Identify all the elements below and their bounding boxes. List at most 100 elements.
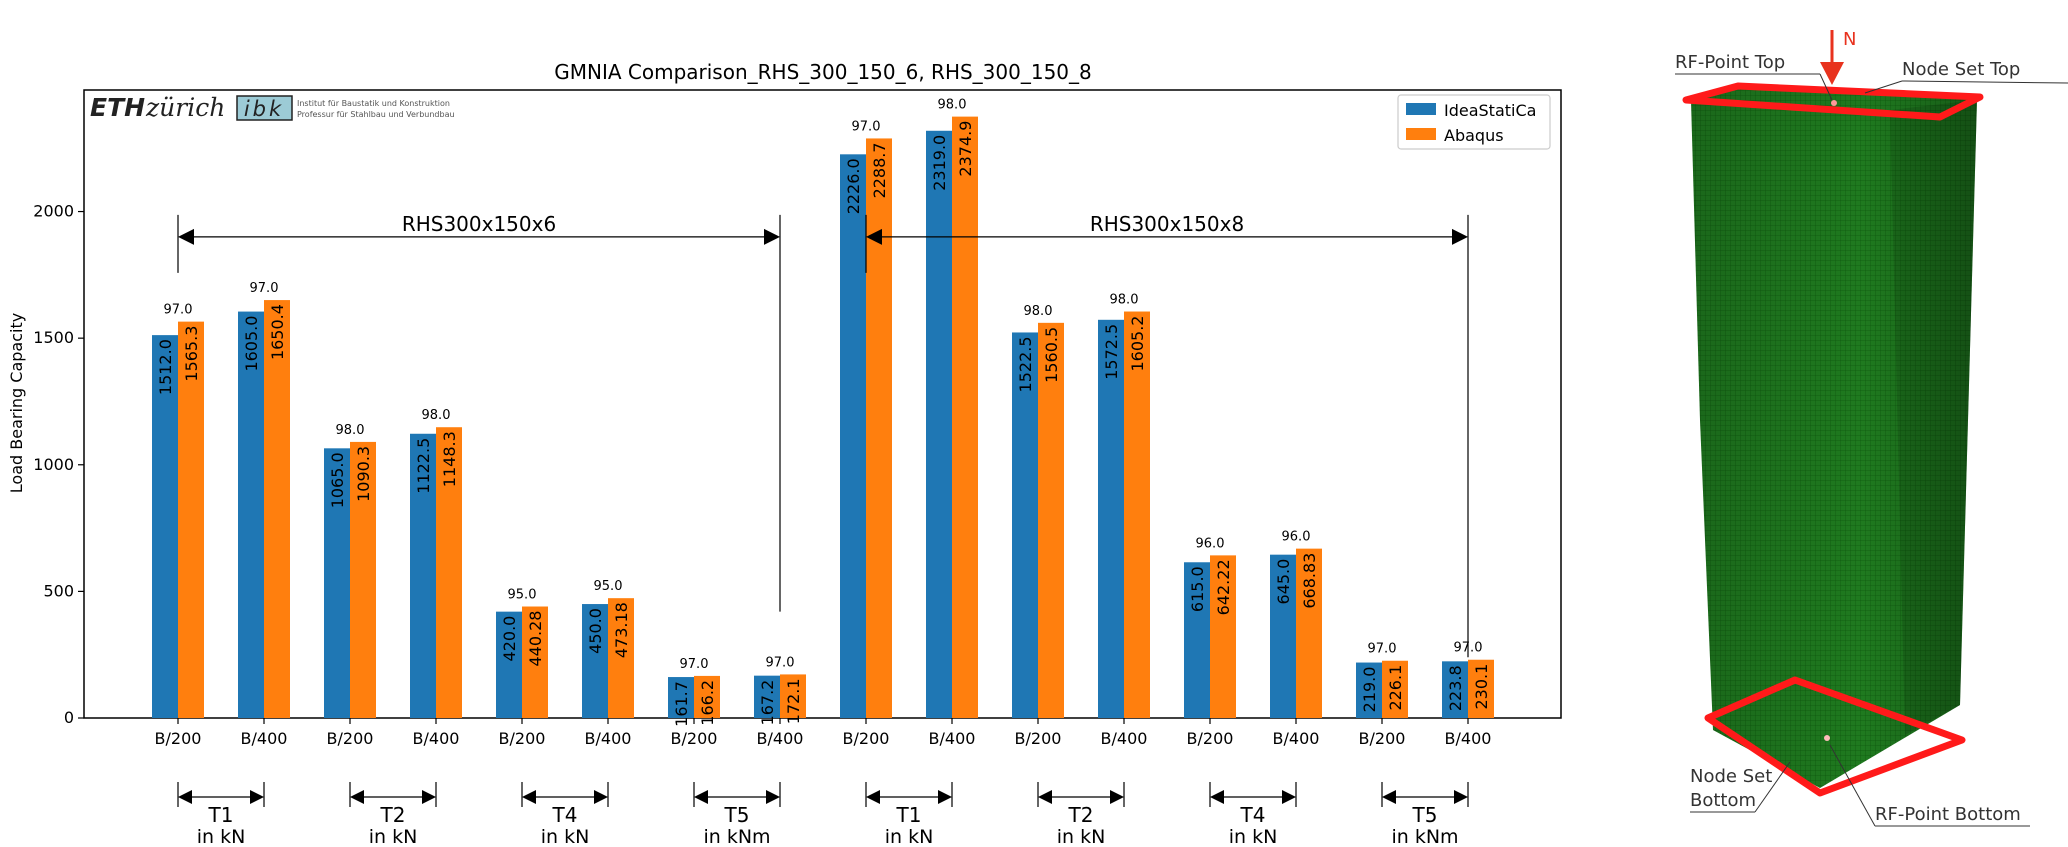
bar-chart: GMNIA Comparison_RHS_300_150_6, RHS_300_… — [7, 60, 1562, 847]
bar-ideastatica — [1012, 332, 1038, 718]
y-tick-label: 1000 — [33, 455, 74, 474]
eth-ibk-logo: ETH zürich ibk Institut für Baustatik un… — [90, 93, 455, 122]
span-arrow-right — [1452, 228, 1468, 245]
bar-value-label: 1605.2 — [1128, 316, 1147, 372]
bar-abaqus — [608, 598, 634, 718]
group-unit: in kNm — [703, 826, 770, 847]
bar-abaqus — [780, 674, 806, 718]
bars: 1512.0 1565.3 97.0 1605.0 1650.4 97.0 1065.0 10… — [152, 98, 1494, 727]
y-tick-label: 0 — [64, 708, 74, 727]
bar-ideastatica — [410, 433, 436, 718]
legend-swatch-abaqus — [1406, 128, 1436, 140]
x-tick-label: B/200 — [671, 729, 718, 748]
bar-value-label: 1122.5 — [414, 438, 433, 494]
bar-value-label: 167.2 — [758, 680, 777, 726]
bar-abaqus — [1382, 660, 1408, 718]
node-set-bottom-leader-tail — [1754, 761, 1791, 813]
logo-ibk: ibk — [244, 97, 284, 121]
bar-value-label: 1065.0 — [328, 452, 347, 508]
bar-abaqus — [436, 427, 462, 718]
x-tick-label: B/400 — [413, 729, 460, 748]
node-set-bottom-label-2: Bottom — [1690, 790, 1756, 811]
group-arrow-right — [1282, 790, 1296, 804]
bar-abaqus — [1210, 555, 1236, 718]
x-tick-label: B/200 — [1187, 729, 1234, 748]
ratio-annotation: 97.0 — [680, 657, 709, 672]
group-arrow-right — [766, 790, 780, 804]
y-tick-label: 2000 — [33, 202, 74, 221]
rf-point-bottom-label: RF-Point Bottom — [1875, 804, 2021, 825]
force-label-n: N — [1843, 29, 1856, 50]
bar-value-label: 615.0 — [1188, 566, 1207, 612]
y-axis: 0 500 1000 1500 2000 — [33, 202, 84, 727]
ratio-annotation: 95.0 — [594, 579, 623, 594]
ratio-annotation: 98.0 — [1024, 304, 1053, 319]
x-tick-label: B/400 — [1101, 729, 1148, 748]
logo-line-2: Professur für Stahlbau und Verbundbau — [297, 110, 455, 119]
bar-abaqus — [694, 675, 720, 718]
group-label: T2 — [1068, 803, 1094, 827]
span-arrow-right — [764, 228, 780, 245]
group-arrow-left — [522, 790, 536, 804]
bar-abaqus — [350, 441, 376, 718]
bar-value-label: 2226.0 — [844, 158, 863, 214]
bar-value-label: 1522.5 — [1016, 336, 1035, 392]
bar-ideastatica — [1098, 319, 1124, 718]
rf-point-bottom-marker — [1824, 735, 1830, 741]
x-tick-label: B/400 — [241, 729, 288, 748]
bar-abaqus — [264, 300, 290, 718]
ratio-annotation: 95.0 — [508, 588, 537, 603]
legend-label-abaqus: Abaqus — [1444, 126, 1504, 145]
group-unit: in kN — [369, 826, 418, 847]
bar-ideastatica — [1270, 554, 1296, 718]
ratio-annotation: 97.0 — [250, 281, 279, 296]
x-tick-label: B/200 — [155, 729, 202, 748]
x-tick-label: B/400 — [757, 729, 804, 748]
y-tick-label: 500 — [43, 581, 74, 600]
group-arrow-right — [594, 790, 608, 804]
fe-model-illustration: N RF-Point Top Node Set Top Node Set Bot… — [1675, 29, 2068, 827]
rf-point-top-marker — [1831, 100, 1837, 106]
rf-point-top-leader-tail — [1819, 73, 1833, 101]
span-label: RHS300x150x8 — [1090, 212, 1244, 236]
node-set-top-outline — [1682, 82, 1984, 121]
ratio-annotation: 98.0 — [938, 98, 967, 113]
bar-value-label: 450.0 — [586, 608, 605, 654]
bar-value-label: 2319.0 — [930, 135, 949, 191]
x-tick-label: B/200 — [327, 729, 374, 748]
group-label: T4 — [552, 803, 578, 827]
group-arrow-right — [938, 790, 952, 804]
bar-value-label: 668.83 — [1300, 553, 1319, 609]
chart-title: GMNIA Comparison_RHS_300_150_6, RHS_300_… — [554, 60, 1092, 84]
y-tick-label: 1500 — [33, 328, 74, 347]
bar-value-label: 2288.7 — [870, 142, 889, 198]
bar-abaqus — [522, 606, 548, 718]
group-arrow-left — [1038, 790, 1052, 804]
bar-value-label: 2374.9 — [956, 121, 975, 177]
bar-value-label: 1572.5 — [1102, 324, 1121, 380]
bar-ideastatica — [1184, 562, 1210, 718]
bar-value-label: 642.22 — [1214, 559, 1233, 615]
node-set-bottom-label-1: Node Set — [1690, 766, 1772, 787]
x-tick-label: B/400 — [929, 729, 976, 748]
ratio-annotation: 98.0 — [1110, 293, 1139, 308]
plot-frame — [83, 89, 1562, 719]
span-annotations: RHS300x150x6 RHS300x150x8 — [177, 212, 1469, 658]
ratio-annotation: 97.0 — [164, 303, 193, 318]
bar-ideastatica — [238, 311, 264, 718]
x-tick-label: B/400 — [1273, 729, 1320, 748]
bar-value-label: 223.8 — [1446, 665, 1465, 711]
bar-value-label: 1090.3 — [354, 446, 373, 502]
group-arrow-left — [350, 790, 364, 804]
bar-value-label: 1605.0 — [242, 316, 261, 372]
ratio-annotation: 96.0 — [1196, 536, 1225, 551]
bar-abaqus — [1038, 322, 1064, 718]
x-tick-label: B/400 — [585, 729, 632, 748]
bar-value-label: 1148.3 — [440, 431, 459, 487]
bar-abaqus — [952, 116, 978, 719]
group-unit: in kN — [541, 826, 590, 847]
ratio-annotation: 97.0 — [1368, 642, 1397, 657]
x-tick-label: B/200 — [1359, 729, 1406, 748]
bar-value-label: 440.28 — [526, 611, 545, 667]
group-unit: in kN — [885, 826, 934, 847]
